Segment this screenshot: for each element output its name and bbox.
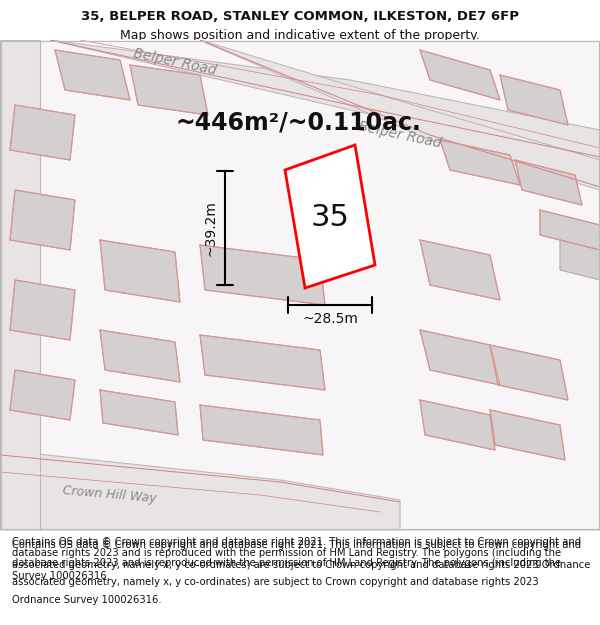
Polygon shape <box>100 330 180 382</box>
Text: Contains OS data © Crown copyright and database right 2021. This information is : Contains OS data © Crown copyright and d… <box>12 539 581 549</box>
Polygon shape <box>540 210 600 250</box>
Polygon shape <box>10 370 75 420</box>
Polygon shape <box>0 40 40 530</box>
Text: Crown Hill Way: Crown Hill Way <box>62 484 158 506</box>
Polygon shape <box>490 345 568 400</box>
Polygon shape <box>560 240 600 280</box>
Polygon shape <box>55 50 130 100</box>
Polygon shape <box>10 105 75 160</box>
Polygon shape <box>200 335 325 390</box>
Polygon shape <box>50 40 600 160</box>
Polygon shape <box>200 245 325 305</box>
Polygon shape <box>420 50 500 100</box>
Polygon shape <box>200 40 600 190</box>
Polygon shape <box>420 330 500 385</box>
Text: Belper Road: Belper Road <box>357 119 443 151</box>
Polygon shape <box>100 390 178 435</box>
Polygon shape <box>500 75 568 125</box>
Polygon shape <box>420 400 495 450</box>
Polygon shape <box>10 280 75 340</box>
Polygon shape <box>440 140 520 185</box>
Polygon shape <box>490 410 565 460</box>
Polygon shape <box>100 240 180 302</box>
Polygon shape <box>515 160 582 205</box>
Text: ~28.5m: ~28.5m <box>302 312 358 326</box>
Polygon shape <box>200 405 323 455</box>
Text: Belper Road: Belper Road <box>132 46 218 78</box>
Polygon shape <box>420 240 500 300</box>
Text: database rights 2023 and is reproduced with the permission of HM Land Registry. : database rights 2023 and is reproduced w… <box>12 558 561 568</box>
Text: Map shows position and indicative extent of the property.: Map shows position and indicative extent… <box>120 29 480 42</box>
Text: 35: 35 <box>311 202 349 231</box>
Polygon shape <box>0 450 400 530</box>
Text: ~39.2m: ~39.2m <box>204 200 218 256</box>
Text: ~446m²/~0.110ac.: ~446m²/~0.110ac. <box>175 110 421 134</box>
Text: associated geometry, namely x, y co-ordinates) are subject to Crown copyright an: associated geometry, namely x, y co-ordi… <box>12 576 539 586</box>
Text: 35, BELPER ROAD, STANLEY COMMON, ILKESTON, DE7 6FP: 35, BELPER ROAD, STANLEY COMMON, ILKESTO… <box>81 10 519 23</box>
Text: Ordnance Survey 100026316.: Ordnance Survey 100026316. <box>12 595 161 605</box>
Text: Contains OS data © Crown copyright and database right 2021. This information is : Contains OS data © Crown copyright and d… <box>12 537 590 581</box>
Polygon shape <box>130 65 208 115</box>
Polygon shape <box>10 190 75 250</box>
Polygon shape <box>285 145 375 288</box>
